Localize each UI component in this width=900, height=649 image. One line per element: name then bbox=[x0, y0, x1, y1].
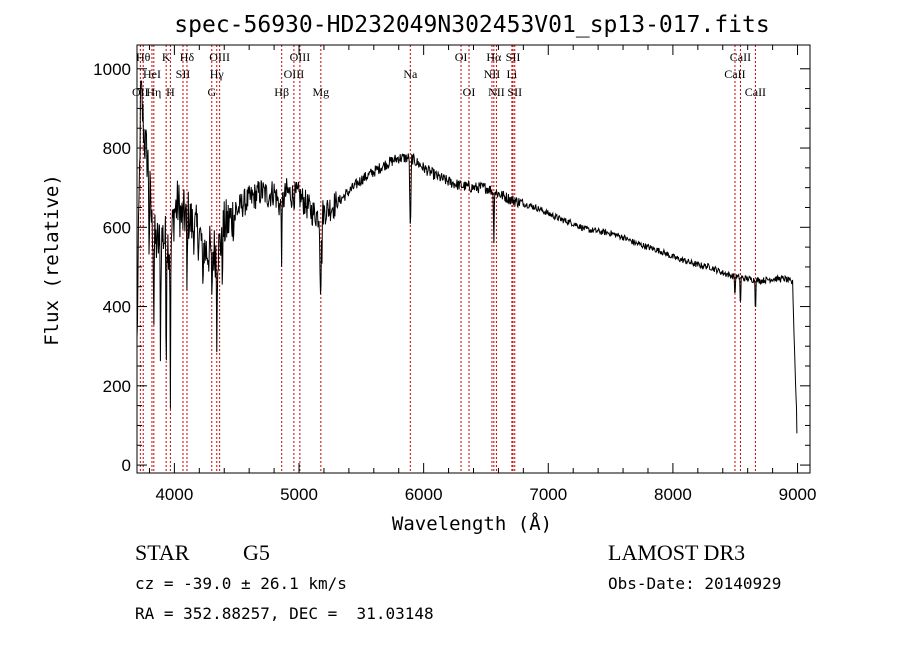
survey-name: LAMOST DR3 bbox=[608, 540, 746, 565]
line-marker-label: K bbox=[162, 50, 171, 64]
line-marker-label: Hα bbox=[486, 50, 502, 64]
y-tick-label: 0 bbox=[122, 456, 131, 475]
y-axis-ticks: 0 200 400 600 800 1000 bbox=[93, 60, 810, 475]
plot-frame bbox=[136, 44, 811, 474]
line-marker-label: OIII bbox=[290, 50, 311, 64]
x-tick-label: 6000 bbox=[405, 485, 443, 504]
x-axis-ticks: 4000 5000 6000 7000 8000 9000 bbox=[148, 45, 817, 504]
x-tick-label: 8000 bbox=[654, 485, 692, 504]
line-marker-label: NII bbox=[488, 85, 505, 99]
x-tick-label: 9000 bbox=[779, 485, 817, 504]
x-tick-label: 4000 bbox=[155, 485, 193, 504]
observation-date: Obs-Date: 20140929 bbox=[608, 574, 782, 593]
line-marker-label: CaII bbox=[724, 67, 745, 81]
line-marker-label: Na bbox=[403, 67, 418, 81]
y-tick-label: 600 bbox=[103, 218, 131, 237]
line-marker-label: Li bbox=[507, 67, 518, 81]
line-marker-label: OI bbox=[463, 85, 476, 99]
coordinates-text: RA = 352.88257, DEC = 31.03148 bbox=[135, 604, 434, 623]
x-axis-label: Wavelength (Å) bbox=[392, 512, 552, 535]
line-marker-label: OI bbox=[455, 50, 468, 64]
line-marker-label: Hδ bbox=[180, 50, 195, 64]
line-marker-label: OIII bbox=[284, 67, 305, 81]
x-tick-label: 7000 bbox=[529, 485, 567, 504]
line-marker-label: Hγ bbox=[210, 67, 225, 81]
line-marker-label: Mg bbox=[312, 85, 329, 99]
line-marker-label: H bbox=[166, 85, 175, 99]
line-marker-label: SII bbox=[176, 67, 191, 81]
line-marker-label: SII bbox=[506, 50, 521, 64]
line-marker-label: HeI bbox=[143, 67, 161, 81]
y-tick-label: 400 bbox=[103, 298, 131, 317]
line-marker-label: CaII bbox=[730, 50, 751, 64]
spectrum-line bbox=[136, 80, 798, 434]
object-subclass: G5 bbox=[243, 540, 270, 565]
chart-title: spec-56930-HD232049N302453V01_sp13-017.f… bbox=[174, 12, 769, 38]
line-marker-label: Hβ bbox=[274, 85, 289, 99]
x-tick-label: 5000 bbox=[280, 485, 318, 504]
line-marker-label: Hη bbox=[146, 85, 161, 99]
y-tick-label: 200 bbox=[103, 377, 131, 396]
y-tick-label: 800 bbox=[103, 139, 131, 158]
y-axis-label: Flux (relative) bbox=[41, 174, 63, 346]
line-markers bbox=[139, 45, 756, 473]
line-marker-label: G bbox=[207, 85, 216, 99]
line-marker-label: Hθ bbox=[136, 50, 151, 64]
y-tick-label: 1000 bbox=[93, 60, 131, 79]
line-marker-label: OIII bbox=[209, 50, 230, 64]
redshift-text: cz = -39.0 ± 26.1 km/s bbox=[135, 574, 347, 593]
object-class: STAR bbox=[135, 540, 190, 565]
line-marker-labels: HθHeIOIIHηKHSIIHδGHγOIIIHβOIIIOIIIMgNaOI… bbox=[132, 50, 766, 99]
line-marker-label: SII bbox=[507, 85, 522, 99]
line-marker-label: NII bbox=[484, 67, 501, 81]
line-marker-label: CaII bbox=[745, 85, 766, 99]
